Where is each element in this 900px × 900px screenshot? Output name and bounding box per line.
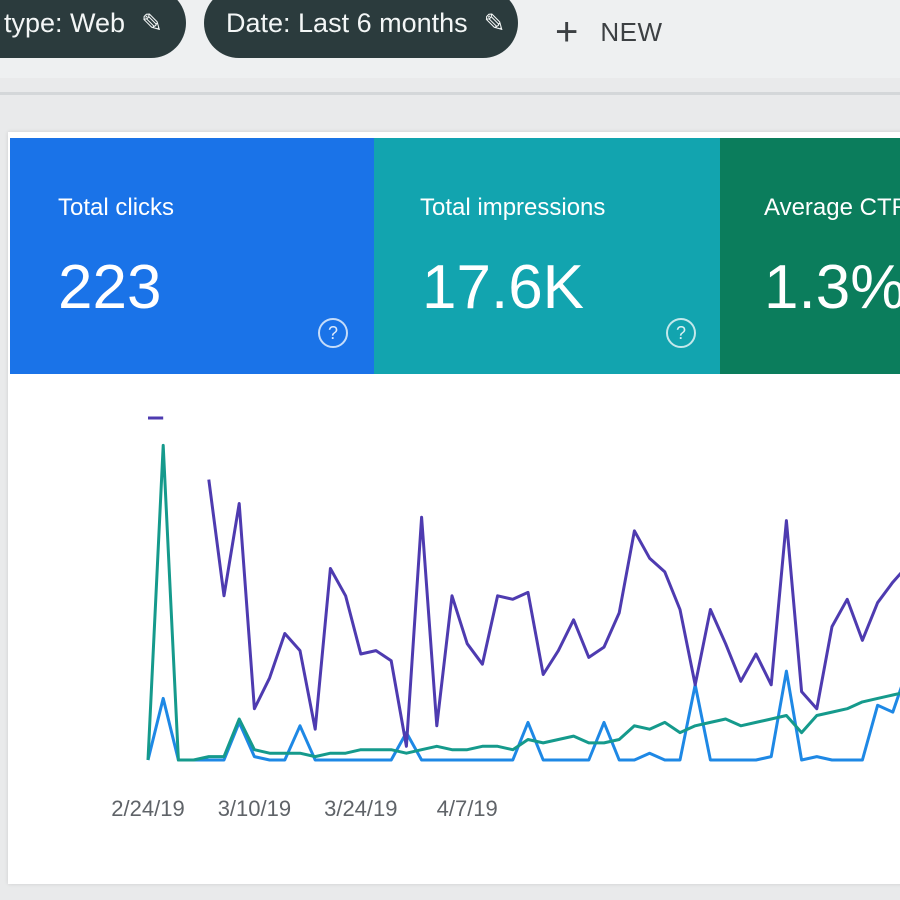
average-ctr-card[interactable]: Average CTR 1.3% <box>720 138 900 374</box>
metric-title: Average CTR <box>764 194 900 221</box>
x-tick-label: 4/7/19 <box>437 796 498 821</box>
filter-bar: type: Web ✎ Date: Last 6 months ✎ + NEW <box>0 0 900 78</box>
performance-chart: 2/24/19 3/10/19 3/24/19 4/7/19 <box>0 374 900 874</box>
search-type-filter-label: type: Web <box>4 7 126 38</box>
series-line <box>146 443 900 762</box>
metric-value: 1.3% <box>764 253 900 322</box>
total-clicks-card[interactable]: Total clicks 223 ? <box>10 138 374 374</box>
help-circle-icon[interactable]: ? <box>666 318 696 348</box>
x-tick-label: 2/24/19 <box>111 796 184 821</box>
help-circle-icon[interactable]: ? <box>318 318 348 348</box>
pencil-icon[interactable]: ✎ <box>141 7 163 38</box>
date-filter-chip[interactable]: Date: Last 6 months ✎ <box>204 0 518 58</box>
x-tick-label: 3/10/19 <box>218 796 291 821</box>
new-filter-label: NEW <box>600 16 663 47</box>
divider <box>0 92 900 95</box>
series-line <box>146 669 900 762</box>
pencil-icon[interactable]: ✎ <box>483 7 506 38</box>
x-tick-label: 3/24/19 <box>324 796 397 821</box>
series-line <box>148 416 900 748</box>
new-filter-button[interactable]: + NEW <box>555 10 663 54</box>
metric-title: Total clicks <box>58 194 175 221</box>
total-impressions-card[interactable]: Total impressions 17.6K ? <box>374 138 720 374</box>
metric-title: Total impressions <box>420 194 606 221</box>
date-filter-label: Date: Last 6 months <box>226 7 468 38</box>
plus-icon: + <box>555 10 579 54</box>
metric-value: 17.6K <box>422 253 585 322</box>
metric-value: 223 <box>58 253 162 322</box>
line-chart: 2/24/19 3/10/19 3/24/19 4/7/19 <box>111 416 900 821</box>
search-type-filter-chip[interactable]: type: Web ✎ <box>0 0 186 58</box>
